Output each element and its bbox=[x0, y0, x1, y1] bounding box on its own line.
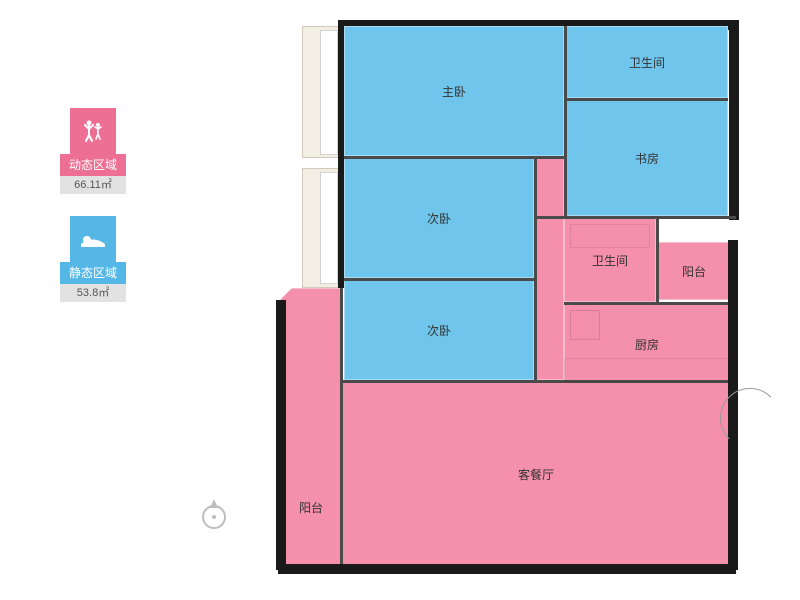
label-bath-1: 卫生间 bbox=[629, 54, 665, 71]
label-balcony-r: 阳台 bbox=[682, 263, 706, 280]
inner-wall-7 bbox=[564, 302, 730, 305]
detail-kitchen-range bbox=[564, 358, 730, 382]
inner-wall-9 bbox=[340, 288, 343, 566]
legend-dynamic-value: 66.11㎡ bbox=[60, 176, 126, 194]
inner-wall-6 bbox=[656, 218, 659, 302]
room-master-bed: 主卧 bbox=[344, 26, 564, 156]
label-living: 客餐厅 bbox=[518, 466, 554, 483]
outer-wall-balcony-bottom bbox=[278, 564, 344, 574]
outer-wall-right-upper bbox=[729, 20, 739, 220]
room-secondary-2: 次卧 bbox=[344, 280, 534, 380]
label-secondary-2: 次卧 bbox=[427, 322, 451, 339]
legend-dynamic: 动态区域 66.11㎡ bbox=[60, 108, 126, 194]
room-corridor bbox=[536, 158, 564, 380]
detail-kitchen-counter bbox=[570, 310, 600, 340]
room-secondary-1: 次卧 bbox=[344, 158, 534, 278]
legend-static: 静态区域 53.8㎡ bbox=[60, 216, 126, 302]
outer-wall-right-mid bbox=[728, 240, 738, 388]
legend-panel: 动态区域 66.11㎡ 静态区域 53.8㎡ bbox=[60, 108, 126, 324]
outer-wall-bottom bbox=[340, 564, 736, 574]
floor-plan: 主卧 卫生间 书房 次卧 次卧 卫生间 阳台 厨房 阳台 客餐厅 bbox=[280, 18, 760, 578]
room-living: 客餐厅 bbox=[342, 382, 730, 566]
outer-wall-balcony-left bbox=[276, 300, 286, 570]
inner-wall-3 bbox=[564, 26, 567, 216]
inner-wall-4 bbox=[566, 98, 728, 101]
room-study: 书房 bbox=[566, 100, 728, 216]
label-secondary-1: 次卧 bbox=[427, 210, 451, 227]
label-master-bed: 主卧 bbox=[442, 83, 466, 100]
label-bath-2: 卫生间 bbox=[592, 252, 628, 269]
people-icon bbox=[70, 108, 116, 154]
inner-wall-2 bbox=[344, 278, 534, 281]
detail-bath2-fixture bbox=[570, 224, 650, 248]
room-balcony-l: 阳台 bbox=[280, 288, 342, 566]
exterior-detail-1 bbox=[320, 30, 338, 155]
label-kitchen: 厨房 bbox=[635, 336, 659, 353]
exterior-detail-2 bbox=[320, 172, 338, 284]
label-balcony-l: 阳台 bbox=[299, 499, 323, 516]
room-balcony-r: 阳台 bbox=[658, 242, 730, 300]
legend-dynamic-title: 动态区域 bbox=[60, 154, 126, 176]
door-arc-main bbox=[720, 388, 780, 448]
sleep-icon bbox=[70, 216, 116, 262]
inner-wall-1 bbox=[344, 156, 564, 159]
compass-icon bbox=[195, 495, 233, 533]
label-study: 书房 bbox=[635, 150, 659, 167]
balcony-corner-detail bbox=[280, 280, 300, 300]
legend-static-value: 53.8㎡ bbox=[60, 284, 126, 302]
legend-static-title: 静态区域 bbox=[60, 262, 126, 284]
inner-wall-5 bbox=[536, 216, 736, 219]
inner-wall-10 bbox=[534, 158, 537, 382]
room-bath-1: 卫生间 bbox=[566, 26, 728, 98]
